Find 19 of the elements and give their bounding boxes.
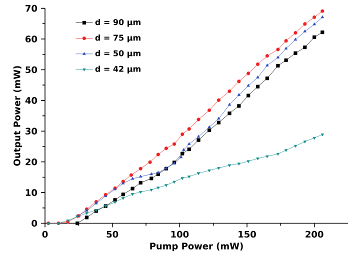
y-tick-label: 30 <box>26 128 38 135</box>
y-tick-label: 40 <box>25 97 38 104</box>
y-axis-title: Output Power (mW) <box>13 66 22 166</box>
legend-label: d = 42 µm <box>95 66 140 74</box>
y-tick-label: 20 <box>26 158 38 166</box>
x-tick-label: 0 <box>42 230 48 238</box>
x-tick-label: 100 <box>171 230 189 238</box>
y-tick-label: 10 <box>26 189 38 196</box>
y-tick-label: 50 <box>26 66 38 74</box>
x-tick-label: 200 <box>306 230 324 238</box>
x-tick-label: 50 <box>106 230 118 238</box>
legend-label: d = 75 µm <box>95 34 140 42</box>
y-tick-label: 70 <box>26 4 38 12</box>
y-tick-label: 0 <box>32 220 38 227</box>
y-tick-label: 60 <box>26 36 38 42</box>
legend-label: d = 50 µm <box>95 50 140 58</box>
x-tick-label: 150 <box>238 230 256 238</box>
legend-label: d = 90 µm <box>95 18 140 27</box>
x-axis-title: Pump Power (mW) <box>150 242 243 252</box>
